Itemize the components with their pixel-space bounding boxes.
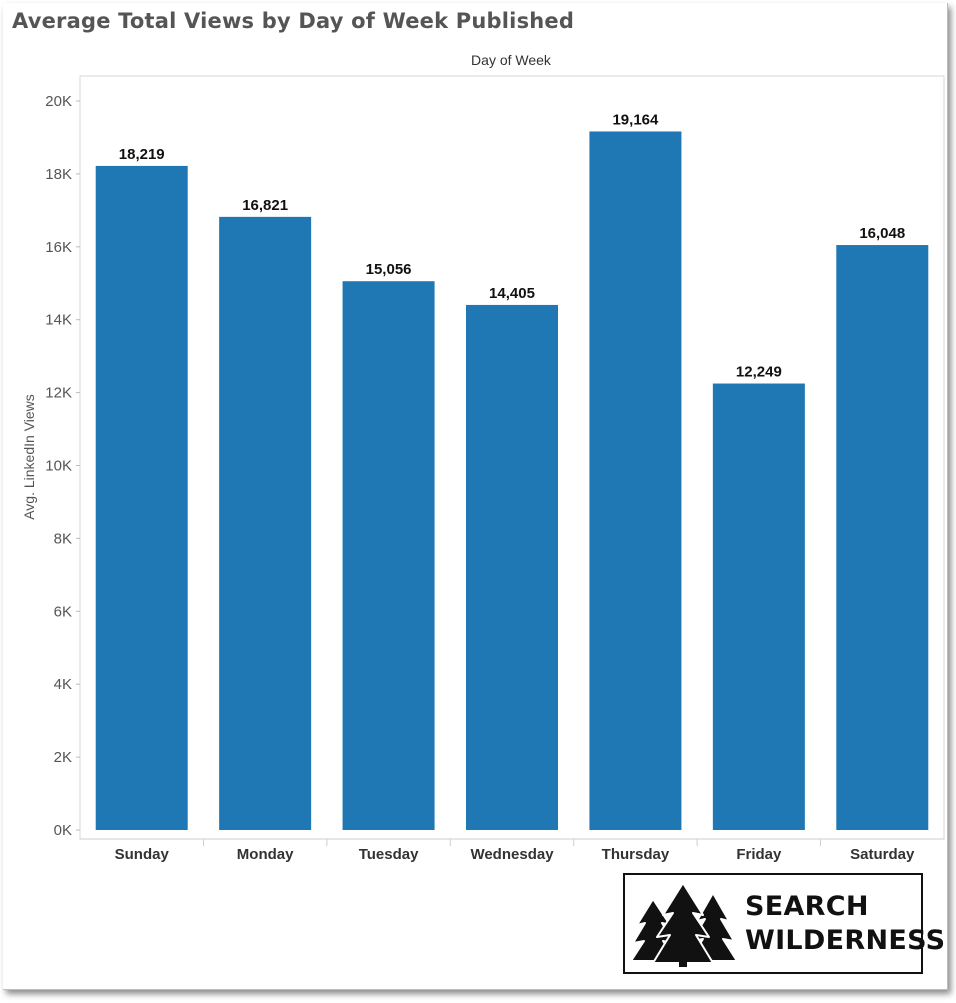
bar-thursday [589, 131, 682, 831]
chart-title: Average Total Views by Day of Week Publi… [12, 9, 575, 33]
bars-group: 18,219 16,821 15,056 14,405 19,164 12,249 16,0… [95, 111, 929, 831]
x-tick-label: Saturday [850, 846, 915, 863]
bar-saturday [836, 245, 929, 830]
data-label: 12,249 [736, 364, 782, 381]
x-axis: Sunday Monday Tuesday Wednesday Thursday Frid… [80, 838, 944, 863]
x-tick-label: Friday [736, 846, 782, 863]
x-tick-label: Tuesday [359, 846, 419, 863]
data-label: 16,048 [859, 225, 905, 242]
y-tick-label: 4K [54, 676, 72, 693]
y-tick-label: 8K [54, 530, 72, 547]
y-axis-title: Avg. LinkedIn Views [21, 394, 37, 520]
logo-line-1: SEARCH [745, 891, 869, 922]
data-label: 19,164 [612, 111, 659, 128]
chart-frame: Average Total Views by Day of Week Publi… [3, 3, 948, 990]
y-tick-label: 6K [54, 603, 72, 620]
bar-friday [712, 383, 805, 830]
y-tick-label: 18K [45, 166, 72, 183]
y-tick-label: 20K [45, 93, 72, 110]
column-header: Day of Week [471, 52, 552, 68]
y-axis: 0K 2K 4K 6K 8K 10K 12K 14K 16K 18K 20K [45, 93, 80, 839]
bar-monday [219, 216, 312, 830]
logo-text: SEARCH WILDERNESS [745, 890, 945, 958]
x-tick-label: Thursday [602, 846, 670, 863]
data-label: 16,821 [242, 197, 288, 214]
y-tick-label: 16K [45, 239, 72, 256]
bar-sunday [95, 165, 188, 830]
data-label: 14,405 [489, 285, 535, 302]
y-tick-label: 0K [54, 822, 72, 839]
bar-wednesday [466, 304, 558, 830]
y-tick-label: 12K [45, 385, 72, 402]
bar-chart: Day of Week Avg. LinkedIn Views 0K 2K 4K 6K… [21, 52, 945, 863]
x-tick-label: Sunday [115, 846, 170, 863]
y-tick-label: 10K [45, 458, 72, 475]
bar-tuesday [342, 281, 435, 830]
x-tick-label: Monday [237, 846, 294, 863]
data-label: 15,056 [366, 261, 412, 278]
x-tick-label: Wednesday [470, 846, 554, 863]
y-tick-label: 2K [54, 749, 72, 766]
data-label: 18,219 [119, 146, 165, 163]
logo-line-2: WILDERNESS [745, 925, 946, 956]
search-wilderness-logo: SEARCH WILDERNESS [623, 873, 945, 974]
y-tick-label: 14K [45, 312, 72, 329]
pine-trees-icon [631, 882, 737, 967]
